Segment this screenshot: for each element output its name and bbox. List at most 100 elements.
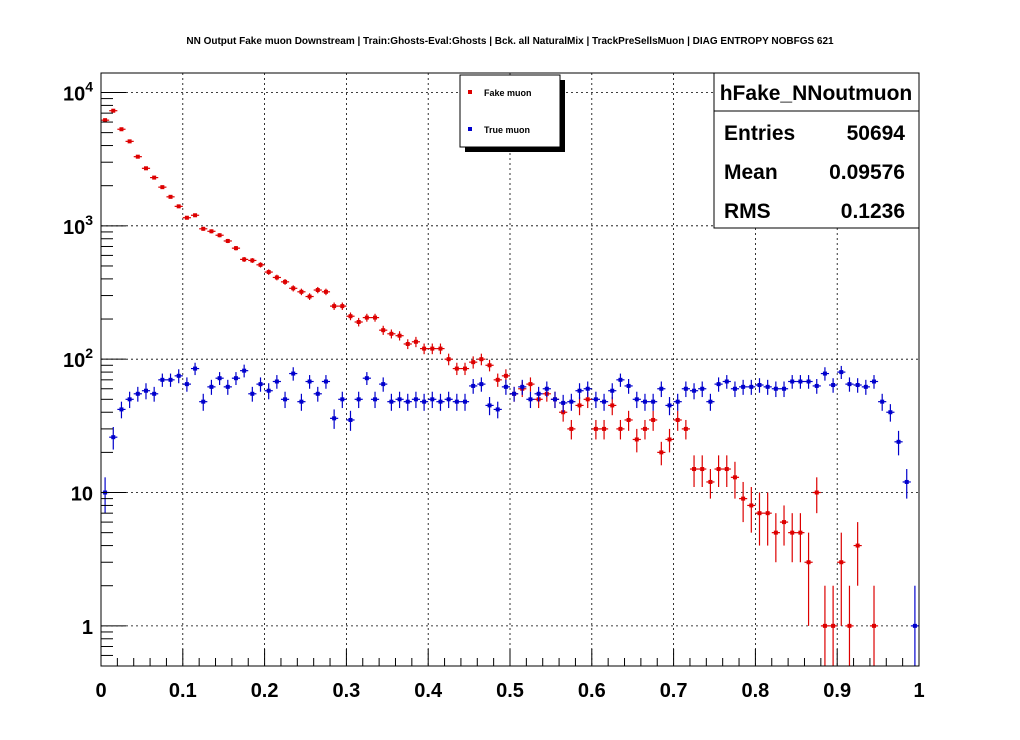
data-point — [223, 379, 232, 395]
stats-mean-value: 0.09576 — [829, 161, 905, 184]
data-point — [559, 394, 568, 413]
axis-ticks — [100, 91, 920, 667]
data-point — [665, 428, 674, 453]
x-tick-label: 1 — [913, 680, 924, 702]
data-point — [338, 391, 347, 409]
data-point — [460, 362, 470, 376]
data-point — [591, 391, 600, 409]
data-point — [272, 375, 281, 389]
data-point — [330, 302, 339, 310]
data-point — [706, 469, 715, 499]
data-point — [199, 393, 208, 411]
data-point — [779, 381, 789, 398]
data-point — [665, 397, 674, 416]
data-point — [174, 369, 183, 384]
data-point — [747, 379, 756, 395]
legend-label-fake-muon: Fake muon — [484, 88, 532, 98]
data-point — [420, 343, 429, 355]
data-point — [411, 391, 421, 409]
data-point — [542, 381, 551, 398]
data-point — [624, 410, 633, 431]
data-point — [493, 401, 502, 419]
data-point — [608, 397, 617, 416]
data-point — [518, 379, 527, 395]
data-point — [256, 262, 265, 268]
data-point — [861, 379, 870, 395]
data-point — [109, 426, 118, 450]
data-point — [190, 213, 200, 218]
stats-entries-value: 50694 — [847, 122, 906, 145]
data-point — [289, 285, 298, 292]
data-point — [763, 379, 772, 395]
data-point — [837, 532, 846, 626]
data-point — [657, 381, 666, 398]
data-point — [215, 233, 224, 238]
data-point — [125, 139, 134, 144]
data-point — [321, 288, 331, 296]
data-point — [730, 461, 740, 499]
x-tick-label: 0.2 — [251, 680, 279, 702]
data-point — [141, 166, 151, 171]
data-point — [321, 375, 331, 389]
data-point — [910, 585, 919, 666]
x-tick-label: 0.7 — [660, 680, 688, 702]
data-point — [379, 325, 388, 335]
data-point — [133, 154, 142, 159]
data-point — [477, 377, 486, 392]
data-point — [166, 373, 175, 387]
data-point — [632, 391, 641, 409]
data-point — [141, 383, 151, 400]
data-point — [739, 481, 748, 523]
data-point — [411, 336, 421, 348]
data-point — [436, 343, 445, 355]
data-point — [231, 245, 241, 251]
data-point — [673, 393, 682, 411]
data-point — [829, 585, 838, 666]
data-point — [706, 393, 715, 411]
data-point — [248, 386, 257, 402]
data-point — [387, 393, 396, 411]
data-point — [313, 286, 322, 294]
data-point — [297, 288, 306, 296]
x-tick-label: 0.5 — [496, 680, 524, 702]
plot-title: NN Output Fake muon Downstream | Train:G… — [186, 36, 834, 47]
data-point — [313, 386, 322, 402]
y-tick-label: 103 — [63, 212, 93, 239]
data-point — [133, 386, 142, 402]
data-point — [796, 513, 805, 563]
x-tick-label: 0 — [95, 680, 106, 702]
data-point — [616, 419, 625, 440]
data-point — [207, 229, 216, 234]
data-point — [264, 383, 273, 400]
data-point — [231, 372, 241, 386]
data-point — [158, 373, 167, 387]
data-point — [444, 391, 453, 409]
data-point — [370, 391, 380, 409]
data-point — [420, 393, 429, 411]
legend: Fake muon True muon — [459, 74, 565, 152]
data-point — [297, 393, 306, 411]
stats-rms-label: RMS — [724, 200, 771, 223]
data-point — [698, 455, 707, 487]
data-point — [109, 108, 118, 113]
data-point — [428, 343, 437, 355]
data-point — [150, 386, 159, 402]
data-point — [698, 381, 707, 398]
data-point — [649, 393, 658, 411]
data-point — [370, 313, 380, 322]
data-point — [853, 522, 862, 586]
data-point — [452, 362, 461, 376]
data-point — [796, 375, 805, 389]
data-point — [436, 393, 445, 411]
data-point — [101, 477, 110, 514]
data-point — [722, 375, 731, 389]
data-point — [681, 381, 690, 398]
stats-entries-label: Entries — [724, 122, 795, 145]
data-point — [788, 513, 797, 563]
data-point — [166, 194, 175, 199]
data-point — [771, 513, 780, 563]
y-tick-label: 102 — [63, 345, 93, 372]
data-point — [387, 329, 396, 339]
data-point — [632, 428, 641, 453]
